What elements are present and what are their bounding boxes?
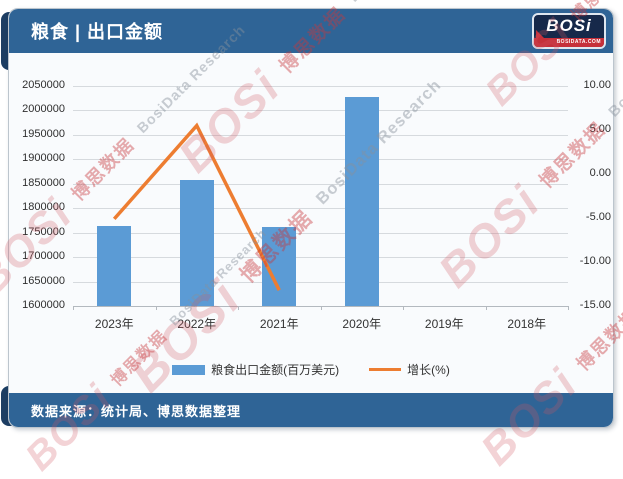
x-axis-tick: 2020年 (342, 317, 382, 331)
y-axis-left-tick: 1700000 (22, 250, 65, 263)
bar-swatch-icon (172, 364, 206, 375)
bosi-logo-triangle-icon (536, 30, 545, 39)
gridline (73, 281, 568, 283)
legend-item-line: 增长(%) (369, 361, 450, 378)
gridline (73, 232, 568, 234)
bosi-logo-domain: BOSIDATA.COM (534, 38, 604, 47)
gridline (73, 183, 568, 185)
gridline (73, 159, 568, 161)
header-bar: 粮食 | 出口金额 BOSi BOSIDATA.COM (9, 9, 613, 53)
y-axis-left-tick: 1800000 (22, 201, 65, 214)
bar-2022年 (179, 179, 214, 306)
y-axis-right-tick: 10.00 (583, 79, 611, 91)
x-axis-tick: 2023年 (94, 317, 134, 331)
y-axis-left-tick: 1850000 (22, 176, 65, 189)
legend-bar-label: 粮食出口金额(百万美元) (211, 363, 340, 377)
chart-card: 粮食 | 出口金额 BOSi BOSIDATA.COM 2050000 20000… (8, 8, 614, 428)
x-axis-tick: 2018年 (507, 317, 547, 331)
y-axis-left-tick: 1900000 (22, 152, 65, 165)
gridline (73, 134, 568, 136)
x-axis-boundary-tick (485, 306, 487, 310)
x-axis-boundary-tick (403, 306, 404, 310)
y-axis-right-tick: -5.00 (585, 211, 611, 223)
x-axis-tick: 2021年 (259, 317, 299, 331)
y-axis-right-tick: -10.00 (579, 255, 611, 267)
chart-area: 2050000 2000000 1950000 1900000 1850000 18000… (9, 9, 613, 427)
x-axis-boundary-tick (73, 306, 74, 310)
page-title: 粮食 | 出口金额 (31, 22, 164, 42)
y-axis-left-tick: 1650000 (22, 274, 65, 287)
x-axis-boundary-tick (568, 306, 569, 310)
x-axis-tick: 2019年 (424, 317, 464, 331)
y-axis-right-tick: -15.00 (579, 299, 611, 311)
x-axis-tick: 2022年 (177, 317, 217, 331)
y-axis-left-tick: 2050000 (22, 79, 65, 91)
x-axis-boundary-tick (155, 306, 157, 310)
legend-item-bar: 粮食出口金额(百万美元) (172, 361, 339, 378)
y-axis-left-tick: 2000000 (22, 103, 65, 116)
y-axis-right-tick: 5.00 (589, 123, 611, 135)
bar-2023年 (97, 226, 132, 306)
x-axis-boundary-tick (238, 306, 239, 310)
legend-line-label: 增长(%) (407, 363, 450, 377)
watermark-en-text: BosiData Research (345, 0, 466, 5)
line-swatch-icon (369, 368, 402, 371)
y-axis-left-tick: 1750000 (22, 225, 65, 238)
bar-2020年 (344, 96, 379, 306)
gridline (73, 110, 568, 112)
footer-bar: 数据来源：统计局、博思数据整理 (9, 393, 613, 427)
bosi-logo: BOSi BOSIDATA.COM (532, 13, 606, 49)
gridline (73, 208, 568, 210)
y-axis-left-tick: 1950000 (22, 127, 65, 140)
y-axis-right-tick: 0.00 (589, 167, 611, 179)
gridline (73, 257, 568, 259)
growth-line (112, 122, 281, 291)
y-axis-left-tick: 1600000 (22, 299, 65, 311)
bosi-logo-text: BOSi (546, 16, 592, 35)
x-axis-boundary-tick (320, 306, 322, 310)
legend: 粮食出口金额(百万美元) 增长(%) (9, 361, 613, 378)
gridline (73, 86, 568, 87)
source-text: 数据来源：统计局、博思数据整理 (31, 403, 242, 419)
